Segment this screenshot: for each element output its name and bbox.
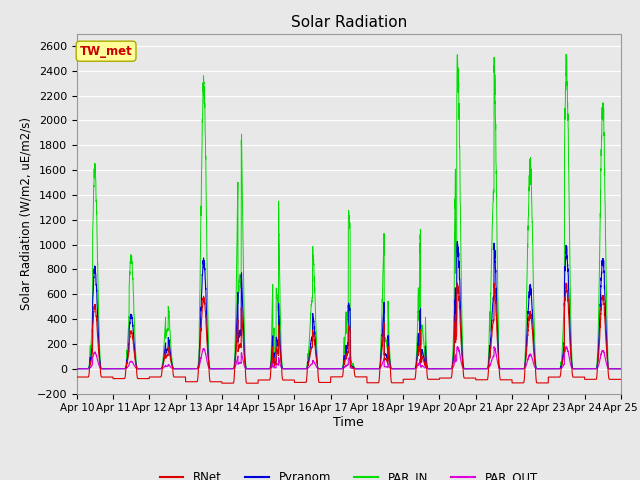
Text: TW_met: TW_met: [80, 45, 132, 58]
Title: Solar Radiation: Solar Radiation: [291, 15, 407, 30]
Legend: RNet, Pyranom, PAR_IN, PAR_OUT: RNet, Pyranom, PAR_IN, PAR_OUT: [155, 466, 543, 480]
Y-axis label: Solar Radiation (W/m2, uE/m2/s): Solar Radiation (W/m2, uE/m2/s): [19, 117, 33, 310]
X-axis label: Time: Time: [333, 416, 364, 429]
